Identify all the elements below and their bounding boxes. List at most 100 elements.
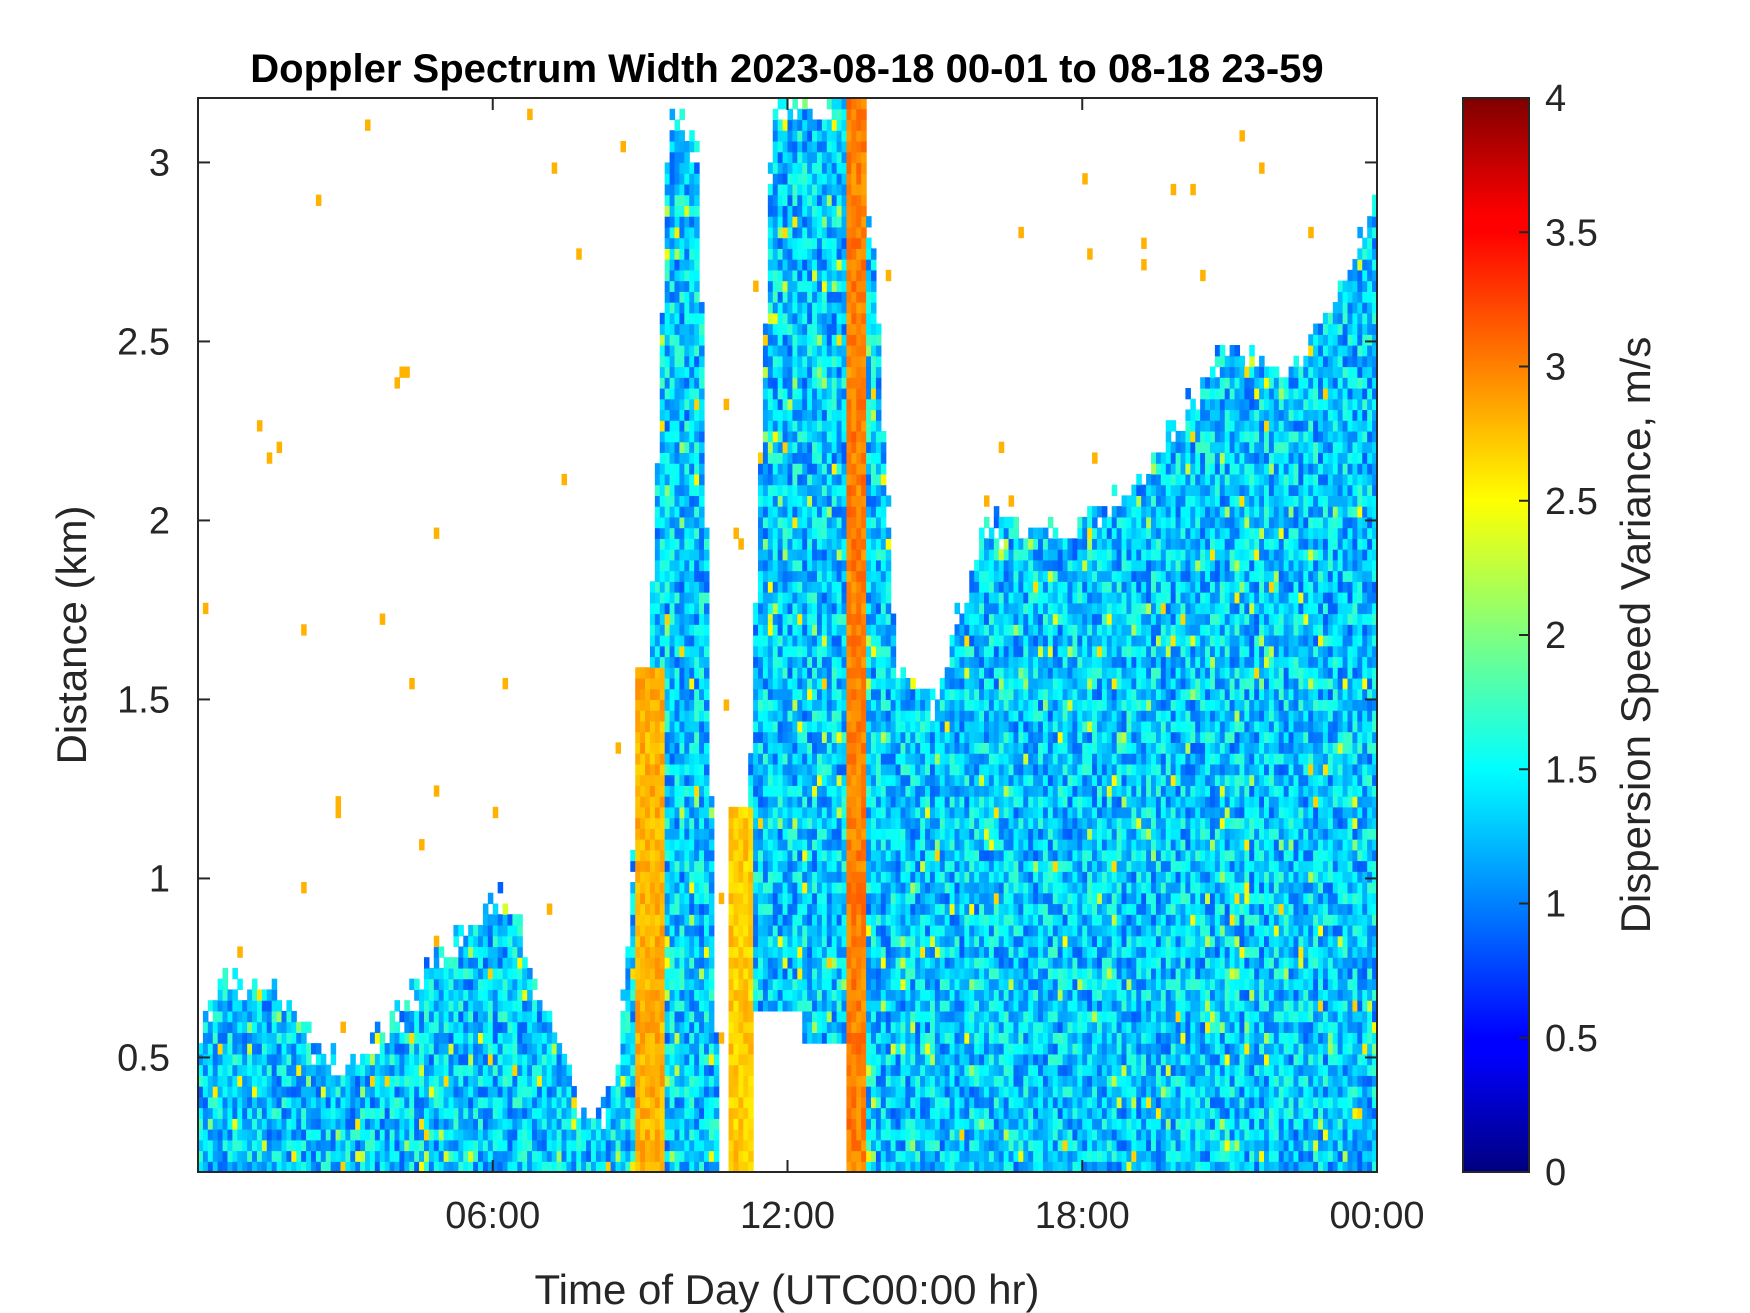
heatmap-cell bbox=[861, 570, 867, 582]
heatmap-cell bbox=[689, 430, 695, 443]
heatmap-cell bbox=[679, 1053, 685, 1066]
heatmap-cell bbox=[654, 581, 661, 593]
heatmap-cell bbox=[816, 259, 823, 271]
heatmap-cell bbox=[802, 441, 808, 454]
heatmap-cell bbox=[261, 1043, 268, 1055]
heatmap-cell bbox=[831, 420, 838, 432]
heatmap-cell bbox=[841, 302, 848, 314]
heatmap-cell bbox=[301, 1139, 307, 1152]
heatmap-cell bbox=[753, 656, 759, 668]
heatmap-cell bbox=[423, 1032, 430, 1044]
heatmap-cell bbox=[674, 1021, 681, 1033]
heatmap-cell bbox=[536, 1107, 543, 1119]
heatmap-cell bbox=[812, 849, 818, 862]
heatmap-cell bbox=[851, 860, 857, 872]
heatmap-cell bbox=[708, 1118, 715, 1130]
heatmap-cell bbox=[821, 613, 828, 625]
heatmap-cell bbox=[242, 1021, 248, 1033]
heatmap-cell bbox=[699, 957, 705, 969]
heatmap-cell bbox=[787, 140, 794, 153]
heatmap-cell bbox=[689, 1107, 695, 1119]
heatmap-cell bbox=[237, 1129, 243, 1141]
heatmap-cell bbox=[782, 935, 789, 948]
heatmap-cell bbox=[767, 860, 774, 872]
heatmap-cell bbox=[836, 420, 843, 432]
heatmap-cell bbox=[733, 914, 739, 926]
heatmap-cell bbox=[826, 774, 833, 786]
heatmap-cell bbox=[812, 817, 818, 829]
heatmap-cell bbox=[227, 1064, 233, 1076]
heatmap-cell bbox=[448, 1161, 455, 1172]
heatmap-cell bbox=[522, 957, 528, 969]
heatmap-cell bbox=[610, 1161, 617, 1172]
heatmap-cell bbox=[463, 1129, 469, 1141]
heatmap-cell bbox=[630, 1032, 636, 1044]
heatmap-cell bbox=[645, 677, 651, 690]
heatmap-cell bbox=[836, 924, 843, 937]
heatmap-cell bbox=[625, 1107, 631, 1119]
heatmap-cell bbox=[821, 892, 828, 905]
heatmap-cell bbox=[846, 140, 852, 153]
heatmap-cell bbox=[826, 935, 833, 948]
heatmap-cell bbox=[399, 1075, 405, 1087]
heatmap-cell bbox=[851, 302, 857, 314]
heatmap-cell bbox=[807, 430, 813, 443]
heatmap-cell bbox=[384, 1064, 391, 1076]
heatmap-cell bbox=[340, 1096, 346, 1109]
heatmap-cell bbox=[856, 1086, 862, 1098]
heatmap-cell bbox=[831, 871, 838, 883]
heatmap-cell bbox=[473, 1010, 479, 1023]
heatmap-cell bbox=[782, 377, 789, 389]
heatmap-cell bbox=[374, 1096, 381, 1109]
heatmap-cell bbox=[443, 1053, 450, 1066]
heatmap-cell bbox=[787, 559, 794, 572]
heatmap-cell bbox=[841, 162, 848, 174]
heatmap-cell bbox=[654, 892, 661, 905]
heatmap-cell bbox=[807, 269, 813, 282]
heatmap-cell bbox=[679, 645, 685, 658]
heatmap-cell bbox=[694, 1000, 700, 1012]
heatmap-cell bbox=[630, 1139, 636, 1152]
heatmap-cell bbox=[600, 1129, 607, 1141]
heatmap-cell bbox=[502, 924, 509, 937]
heatmap-cell bbox=[782, 774, 789, 786]
heatmap-cell bbox=[306, 1064, 312, 1076]
heatmap-cell bbox=[703, 1150, 710, 1162]
heatmap-cell bbox=[281, 1053, 288, 1066]
heatmap-cell bbox=[851, 1150, 857, 1162]
heatmap-cell bbox=[871, 1161, 877, 1172]
heatmap-cell bbox=[679, 463, 685, 475]
heatmap-cell bbox=[841, 248, 848, 260]
heatmap-cell bbox=[875, 1010, 882, 1023]
heatmap-cell bbox=[379, 1129, 386, 1141]
heatmap-cell bbox=[866, 355, 872, 368]
heatmap-cell bbox=[821, 957, 828, 969]
heatmap-cell bbox=[286, 1075, 292, 1087]
heatmap-cell bbox=[812, 967, 818, 980]
heatmap-cell bbox=[831, 978, 838, 991]
heatmap-cell bbox=[232, 1118, 238, 1130]
heatmap-cell bbox=[482, 1043, 489, 1055]
heatmap-cell bbox=[748, 1064, 754, 1076]
heatmap-cell bbox=[315, 1064, 322, 1076]
heatmap-cell bbox=[630, 1107, 636, 1119]
heatmap-cell bbox=[797, 796, 803, 808]
heatmap-cell bbox=[507, 1021, 513, 1033]
heatmap-cell bbox=[871, 516, 877, 529]
heatmap-cell bbox=[404, 1086, 410, 1098]
heatmap-cell bbox=[871, 1096, 877, 1109]
heatmap-cell bbox=[703, 753, 710, 765]
heatmap-cell bbox=[866, 420, 872, 432]
heatmap-cell bbox=[866, 903, 872, 915]
heatmap-cell bbox=[414, 1032, 420, 1044]
heatmap-cell bbox=[807, 237, 813, 249]
heatmap-cell bbox=[689, 452, 695, 464]
heatmap-cell bbox=[871, 1107, 877, 1119]
heatmap-cell bbox=[664, 355, 671, 368]
heatmap-cell bbox=[816, 763, 823, 776]
heatmap-cell bbox=[861, 635, 867, 647]
heatmap-cell bbox=[640, 935, 646, 948]
heatmap-cell bbox=[846, 924, 852, 937]
heatmap-cell bbox=[689, 753, 695, 765]
heatmap-cell bbox=[571, 1129, 577, 1141]
